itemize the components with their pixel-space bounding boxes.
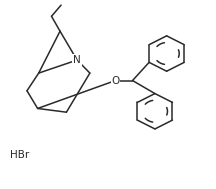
Text: O: O xyxy=(111,76,120,86)
Text: N: N xyxy=(73,55,81,65)
Text: HBr: HBr xyxy=(10,150,29,160)
